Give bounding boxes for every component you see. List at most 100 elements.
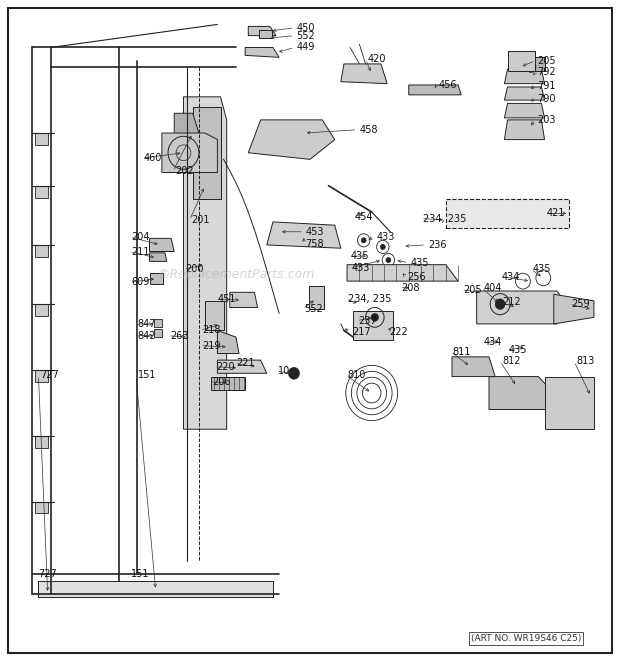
Text: 435: 435 bbox=[410, 258, 429, 268]
Bar bbox=[154, 319, 162, 327]
Text: 460: 460 bbox=[144, 153, 162, 163]
Text: 811: 811 bbox=[453, 346, 471, 356]
Polygon shape bbox=[505, 69, 544, 84]
Text: 259: 259 bbox=[571, 299, 590, 309]
Polygon shape bbox=[218, 360, 267, 373]
Text: 263: 263 bbox=[170, 330, 188, 341]
Text: 234, 235: 234, 235 bbox=[423, 214, 466, 223]
Polygon shape bbox=[35, 245, 48, 256]
Polygon shape bbox=[505, 103, 544, 118]
Text: 790: 790 bbox=[537, 94, 556, 104]
Text: 404: 404 bbox=[484, 283, 502, 293]
Polygon shape bbox=[149, 239, 174, 252]
Circle shape bbox=[380, 245, 385, 250]
Polygon shape bbox=[35, 502, 48, 514]
Text: 792: 792 bbox=[537, 67, 556, 77]
Text: 206: 206 bbox=[212, 377, 231, 387]
Text: 219: 219 bbox=[202, 340, 221, 350]
Polygon shape bbox=[230, 292, 257, 307]
Text: 758: 758 bbox=[306, 239, 324, 249]
Bar bbox=[211, 377, 245, 390]
Bar bbox=[353, 311, 393, 340]
Polygon shape bbox=[174, 113, 199, 153]
Text: 220: 220 bbox=[216, 362, 235, 371]
Bar bbox=[520, 58, 544, 71]
Text: 449: 449 bbox=[296, 42, 315, 52]
Text: 433: 433 bbox=[352, 263, 370, 273]
Text: 234, 235: 234, 235 bbox=[348, 294, 391, 304]
Text: 433: 433 bbox=[377, 232, 395, 242]
Text: 201: 201 bbox=[192, 215, 210, 225]
Polygon shape bbox=[554, 294, 594, 324]
Polygon shape bbox=[341, 64, 387, 84]
Polygon shape bbox=[477, 291, 569, 324]
Text: 456: 456 bbox=[438, 80, 457, 90]
Polygon shape bbox=[35, 370, 48, 382]
Text: 434: 434 bbox=[502, 272, 520, 282]
Circle shape bbox=[526, 62, 536, 73]
Bar bbox=[38, 580, 273, 597]
Text: 727: 727 bbox=[38, 569, 57, 579]
Polygon shape bbox=[184, 97, 227, 429]
Polygon shape bbox=[505, 120, 544, 139]
Bar bbox=[149, 272, 163, 284]
Text: 435: 435 bbox=[508, 345, 526, 355]
Text: 434: 434 bbox=[484, 337, 502, 347]
Text: 205: 205 bbox=[537, 56, 556, 65]
Text: 847: 847 bbox=[138, 319, 156, 329]
Polygon shape bbox=[544, 377, 594, 429]
Bar bbox=[193, 106, 221, 199]
Bar bbox=[154, 329, 162, 337]
Text: ©ReplacementParts.com: ©ReplacementParts.com bbox=[157, 268, 314, 281]
Text: 208: 208 bbox=[401, 283, 420, 293]
Bar bbox=[259, 30, 272, 38]
Polygon shape bbox=[347, 264, 458, 281]
Polygon shape bbox=[245, 48, 279, 58]
Polygon shape bbox=[248, 26, 276, 36]
Polygon shape bbox=[505, 87, 544, 100]
Polygon shape bbox=[409, 85, 461, 95]
Text: 203: 203 bbox=[537, 115, 556, 125]
Text: 791: 791 bbox=[537, 81, 556, 91]
Bar bbox=[446, 199, 569, 229]
Text: 10: 10 bbox=[278, 366, 290, 376]
Polygon shape bbox=[452, 357, 495, 377]
Polygon shape bbox=[162, 133, 218, 173]
Polygon shape bbox=[489, 377, 551, 409]
Text: 200: 200 bbox=[185, 264, 204, 274]
Text: 236: 236 bbox=[428, 240, 446, 250]
Text: 453: 453 bbox=[306, 227, 324, 237]
Text: 420: 420 bbox=[368, 54, 386, 64]
Circle shape bbox=[386, 257, 391, 262]
Text: 609: 609 bbox=[131, 278, 150, 288]
Text: 450: 450 bbox=[296, 22, 315, 32]
Polygon shape bbox=[35, 304, 48, 316]
Text: (ART NO. WR19S46 C25): (ART NO. WR19S46 C25) bbox=[471, 634, 581, 643]
Text: 421: 421 bbox=[546, 208, 565, 218]
Text: 812: 812 bbox=[502, 356, 520, 366]
Text: 451: 451 bbox=[218, 294, 237, 304]
Text: 218: 218 bbox=[202, 325, 221, 336]
Text: 842: 842 bbox=[138, 330, 156, 341]
Text: 212: 212 bbox=[502, 297, 521, 307]
Text: 211: 211 bbox=[131, 247, 150, 256]
Circle shape bbox=[371, 313, 379, 321]
Text: 727: 727 bbox=[40, 370, 59, 380]
Bar bbox=[508, 51, 535, 71]
Polygon shape bbox=[149, 253, 167, 261]
Polygon shape bbox=[267, 222, 341, 249]
Polygon shape bbox=[218, 330, 239, 354]
Circle shape bbox=[495, 299, 505, 309]
Text: 552: 552 bbox=[304, 304, 323, 314]
Polygon shape bbox=[35, 133, 48, 145]
Polygon shape bbox=[35, 186, 48, 198]
Text: 205: 205 bbox=[463, 285, 482, 295]
Bar bbox=[205, 301, 224, 330]
Text: 813: 813 bbox=[576, 356, 595, 366]
Text: 435: 435 bbox=[533, 264, 551, 274]
Text: 256: 256 bbox=[407, 272, 426, 282]
Text: 221: 221 bbox=[237, 358, 255, 368]
Text: 202: 202 bbox=[175, 166, 193, 176]
Text: 222: 222 bbox=[389, 327, 408, 337]
Circle shape bbox=[361, 238, 366, 243]
